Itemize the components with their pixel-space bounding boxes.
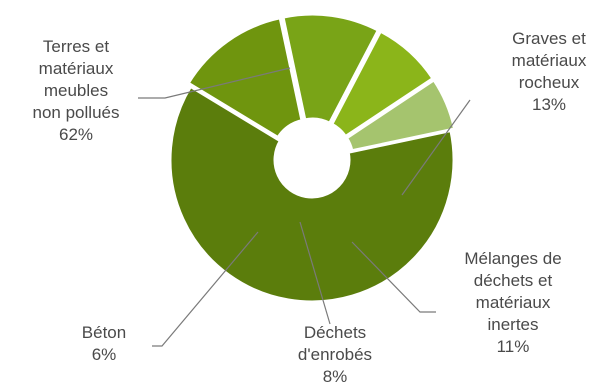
slice-1 <box>168 84 456 304</box>
leader-line-1 <box>138 67 291 99</box>
slice-label-1: Terres et matériaux meubles non pollués 62% <box>33 37 120 144</box>
slice-4 <box>329 29 436 139</box>
leader-line-4 <box>299 221 331 325</box>
slice-label-3: Mélanges de déchets et matériaux inertes 11% <box>464 249 561 356</box>
leader-lines <box>138 67 471 347</box>
slices <box>168 12 457 304</box>
leader-line-2 <box>401 99 471 196</box>
leader-line-5 <box>152 231 259 347</box>
leader-line-3 <box>351 241 436 313</box>
slice-label-5: Béton 6% <box>82 323 126 364</box>
slice-labels: Terres et matériaux meubles non pollués 62% G… <box>33 29 587 386</box>
slice-3 <box>281 12 381 126</box>
slice-5 <box>344 77 457 153</box>
slice-2 <box>186 16 304 140</box>
slice-label-4: Déchets d'enrobés 8% <box>298 323 372 386</box>
slice-label-2: Graves et matériaux rocheux 13% <box>512 29 587 114</box>
